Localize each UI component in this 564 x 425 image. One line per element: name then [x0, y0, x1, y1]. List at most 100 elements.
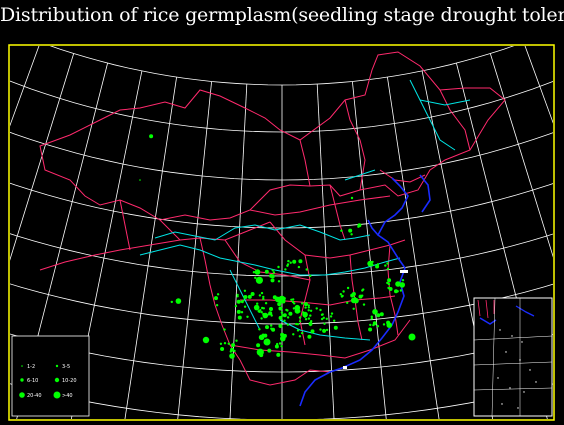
germplasm-point: [307, 317, 311, 320]
germplasm-point: [236, 299, 241, 304]
germplasm-point: [215, 304, 219, 307]
germplasm-point: [149, 134, 154, 139]
germplasm-point: [307, 309, 310, 312]
germplasm-point: [386, 267, 390, 271]
germplasm-point: [357, 225, 360, 228]
germplasm-point: [399, 282, 406, 288]
germplasm-point: [298, 335, 302, 338]
graticule-meridian: [10, 53, 75, 261]
germplasm-point: [293, 302, 296, 305]
legend-symbol: [53, 391, 61, 399]
germplasm-point: [322, 328, 327, 333]
germplasm-point: [292, 298, 295, 301]
germplasm-point: [304, 318, 308, 321]
germplasm-point: [298, 316, 302, 319]
germplasm-point: [341, 294, 344, 298]
germplasm-point: [280, 345, 283, 348]
germplasm-point: [320, 317, 324, 321]
graticule-meridian: [557, 29, 564, 382]
germplasm-point: [258, 294, 262, 297]
germplasm-point: [254, 276, 257, 279]
germplasm-point: [276, 342, 279, 346]
germplasm-point: [370, 315, 373, 318]
germplasm-point: [271, 327, 276, 332]
germplasm-point: [282, 313, 287, 318]
germplasm-point: [286, 263, 290, 266]
germplasm-point: [352, 307, 355, 310]
germplasm-point: [262, 297, 265, 301]
germplasm-point: [294, 308, 301, 314]
graticule-meridian: [524, 46, 553, 124]
germplasm-point: [280, 332, 285, 337]
germplasm-point: [260, 317, 263, 320]
germplasm-point: [277, 302, 282, 307]
map-frame: [8, 44, 555, 421]
germplasm-point: [298, 259, 303, 264]
germplasm-point: [254, 269, 261, 275]
germplasm-point: [262, 295, 265, 299]
germplasm-point: [260, 291, 264, 295]
graticule-meridian: [10, 46, 40, 127]
germplasm-point: [277, 265, 280, 269]
germplasm-point: [288, 311, 293, 316]
germplasm-point: [292, 307, 296, 310]
germplasm-point: [386, 320, 391, 325]
germplasm-point: [260, 311, 263, 314]
germplasm-point: [342, 290, 345, 293]
germplasm-point: [262, 312, 265, 316]
germplasm-point: [243, 305, 247, 308]
germplasm-point: [278, 324, 283, 328]
legend-label: 10-20: [62, 378, 77, 384]
graticule-parallel: [10, 80, 553, 133]
germplasm-point: [139, 179, 141, 181]
germplasm-point: [309, 323, 312, 327]
germplasm-point: [394, 289, 398, 294]
germplasm-point: [368, 327, 373, 332]
germplasm-points: [139, 134, 416, 359]
germplasm-point: [298, 320, 302, 323]
germplasm-point: [350, 196, 354, 200]
germplasm-point: [372, 309, 378, 315]
germplasm-point: [292, 259, 297, 264]
germplasm-point: [214, 296, 217, 299]
germplasm-point: [265, 325, 269, 330]
coastline: [299, 174, 431, 407]
germplasm-point: [269, 273, 274, 278]
germplasm-point: [216, 293, 220, 296]
germplasm-point: [362, 303, 366, 306]
germplasm-point: [246, 315, 249, 318]
graticule-meridian: [489, 53, 553, 258]
germplasm-point: [296, 329, 300, 332]
germplasm-point: [348, 228, 353, 233]
germplasm-point: [305, 268, 308, 271]
germplasm-point: [234, 304, 238, 308]
germplasm-point: [256, 302, 259, 305]
germplasm-point: [220, 347, 225, 351]
germplasm-point: [272, 271, 276, 274]
germplasm-point: [262, 307, 265, 310]
germplasm-point: [319, 328, 322, 331]
germplasm-point: [270, 278, 275, 283]
germplasm-point: [346, 286, 350, 290]
germplasm-point: [369, 323, 372, 327]
graticule-parallel: [49, 46, 515, 86]
germplasm-point: [401, 279, 405, 282]
legend-symbol: [20, 378, 24, 382]
graticule-meridian: [387, 77, 440, 419]
germplasm-point: [370, 317, 373, 320]
legend-label: 6-10: [27, 378, 38, 384]
germplasm-point: [375, 264, 380, 269]
germplasm-point: [268, 311, 273, 316]
germplasm-point: [307, 304, 310, 307]
germplasm-point: [242, 299, 245, 302]
graticule-meridian: [229, 84, 248, 419]
germplasm-point: [325, 328, 329, 332]
germplasm-point: [367, 260, 373, 267]
germplasm-point: [325, 317, 328, 320]
legend-symbol: [21, 365, 23, 367]
graticule-meridian: [352, 81, 387, 419]
germplasm-point: [301, 302, 304, 305]
germplasm-point: [292, 333, 295, 336]
germplasm-point: [250, 292, 255, 296]
